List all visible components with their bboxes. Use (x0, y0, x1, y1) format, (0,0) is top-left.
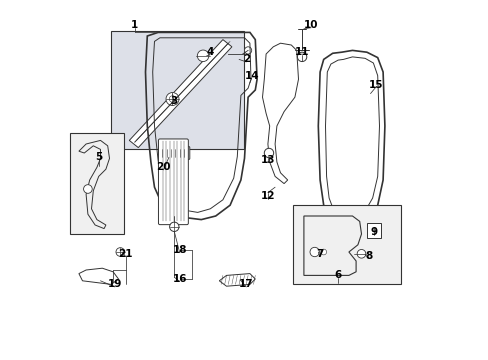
FancyBboxPatch shape (159, 147, 189, 159)
Text: 5: 5 (95, 152, 102, 162)
Polygon shape (70, 133, 123, 234)
FancyBboxPatch shape (158, 139, 188, 225)
Text: 11: 11 (294, 47, 309, 57)
Circle shape (320, 249, 326, 255)
Polygon shape (129, 40, 231, 148)
Polygon shape (79, 268, 118, 284)
Text: 15: 15 (368, 80, 383, 90)
Polygon shape (366, 223, 381, 238)
Circle shape (169, 222, 179, 231)
Text: 19: 19 (107, 279, 122, 289)
Circle shape (356, 249, 365, 258)
Text: 6: 6 (334, 270, 341, 280)
Text: 14: 14 (244, 71, 259, 81)
Text: 16: 16 (172, 274, 186, 284)
Text: 2: 2 (242, 54, 249, 64)
Circle shape (264, 148, 273, 158)
Text: 12: 12 (260, 191, 275, 201)
Text: 20: 20 (156, 162, 170, 172)
Polygon shape (292, 205, 400, 284)
Text: 10: 10 (303, 20, 318, 30)
Polygon shape (111, 31, 244, 149)
Text: 18: 18 (172, 245, 186, 255)
Circle shape (309, 247, 319, 257)
Text: 17: 17 (239, 279, 253, 289)
Circle shape (166, 93, 179, 105)
Polygon shape (219, 274, 255, 286)
Circle shape (83, 185, 92, 193)
Text: 7: 7 (316, 249, 323, 259)
Text: 1: 1 (131, 20, 138, 30)
Circle shape (297, 52, 306, 62)
Text: 9: 9 (370, 227, 377, 237)
Text: 8: 8 (365, 251, 371, 261)
Text: 13: 13 (260, 155, 275, 165)
Circle shape (244, 47, 251, 54)
Circle shape (116, 248, 124, 256)
Text: 3: 3 (170, 96, 178, 106)
Text: 4: 4 (206, 47, 214, 57)
Text: 21: 21 (118, 249, 133, 259)
Circle shape (197, 50, 208, 62)
